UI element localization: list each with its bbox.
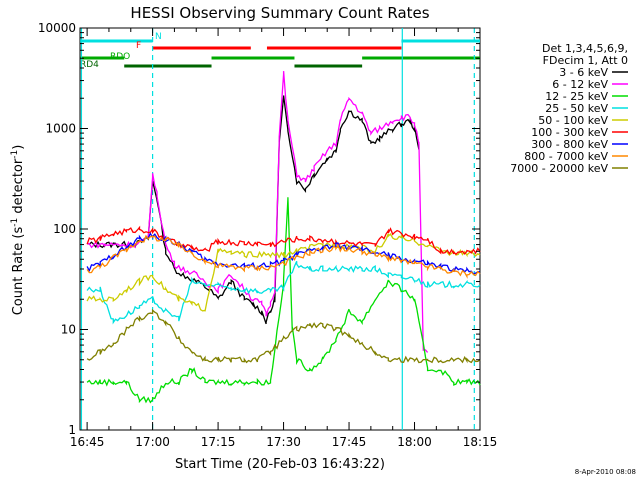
x-tick-label: 17:00 xyxy=(135,435,170,449)
series-lines xyxy=(86,71,481,404)
legend-entry-label: 300 - 800 keV xyxy=(531,138,608,151)
legend-header: Det 1,3,4,5,6,9, xyxy=(542,42,628,55)
series-line xyxy=(86,71,429,353)
flag-rd4-label: RD4 xyxy=(80,60,99,70)
x-tick-label: 18:00 xyxy=(397,435,432,449)
legend-entry-label: 50 - 100 keV xyxy=(538,114,608,127)
x-tick-label: 17:30 xyxy=(266,435,301,449)
y-tick-label: 100 xyxy=(53,222,76,236)
axes: 16:45 17:00 17:15 17:30 17:45 18:00 18:15 1 10 10… xyxy=(38,21,497,449)
legend-entry-label: 6 - 12 keV xyxy=(552,78,608,91)
legend: Det 1,3,4,5,6,9,FDecim 1, Att 03 - 6 keV… xyxy=(510,42,628,175)
flag-n-label: N xyxy=(155,32,162,42)
legend-entry-label: 12 - 25 keV xyxy=(545,90,608,103)
series-line xyxy=(86,260,481,325)
y-tick-label: 10000 xyxy=(38,21,76,35)
legend-entry-label: 100 - 300 keV xyxy=(531,126,608,139)
y-axis-label: Count Rate (s-1 detector-1) xyxy=(10,145,26,316)
legend-entry-label: 7000 - 20000 keV xyxy=(510,162,608,175)
y-tick-label: 1 xyxy=(68,423,76,437)
time-markers xyxy=(80,28,475,430)
instrument-flags: N F RDO RD4 xyxy=(80,32,480,70)
legend-entry-label: 3 - 6 keV xyxy=(559,66,608,79)
x-tick-label: 18:15 xyxy=(463,435,498,449)
series-line xyxy=(86,308,481,364)
series-line xyxy=(86,234,481,279)
legend-header: FDecim 1, Att 0 xyxy=(543,54,628,67)
x-tick-label: 16:45 xyxy=(70,435,105,449)
y-tick-label: 10 xyxy=(61,323,76,337)
chart-title: HESSI Observing Summary Count Rates xyxy=(130,4,429,22)
x-tick-label: 17:15 xyxy=(201,435,236,449)
x-axis-label: Start Time (20-Feb-03 16:43:22) xyxy=(175,457,385,472)
flag-rdo-label: RDO xyxy=(110,52,130,62)
series-line xyxy=(86,225,481,256)
legend-entry-label: 25 - 50 keV xyxy=(545,102,608,115)
legend-entry-label: 800 - 7000 keV xyxy=(524,150,608,163)
flag-f-label: F xyxy=(136,41,141,51)
y-tick-label: 1000 xyxy=(45,122,76,136)
footer-date: 8-Apr-2010 08:08 xyxy=(575,468,636,476)
x-tick-label: 17:45 xyxy=(332,435,367,449)
